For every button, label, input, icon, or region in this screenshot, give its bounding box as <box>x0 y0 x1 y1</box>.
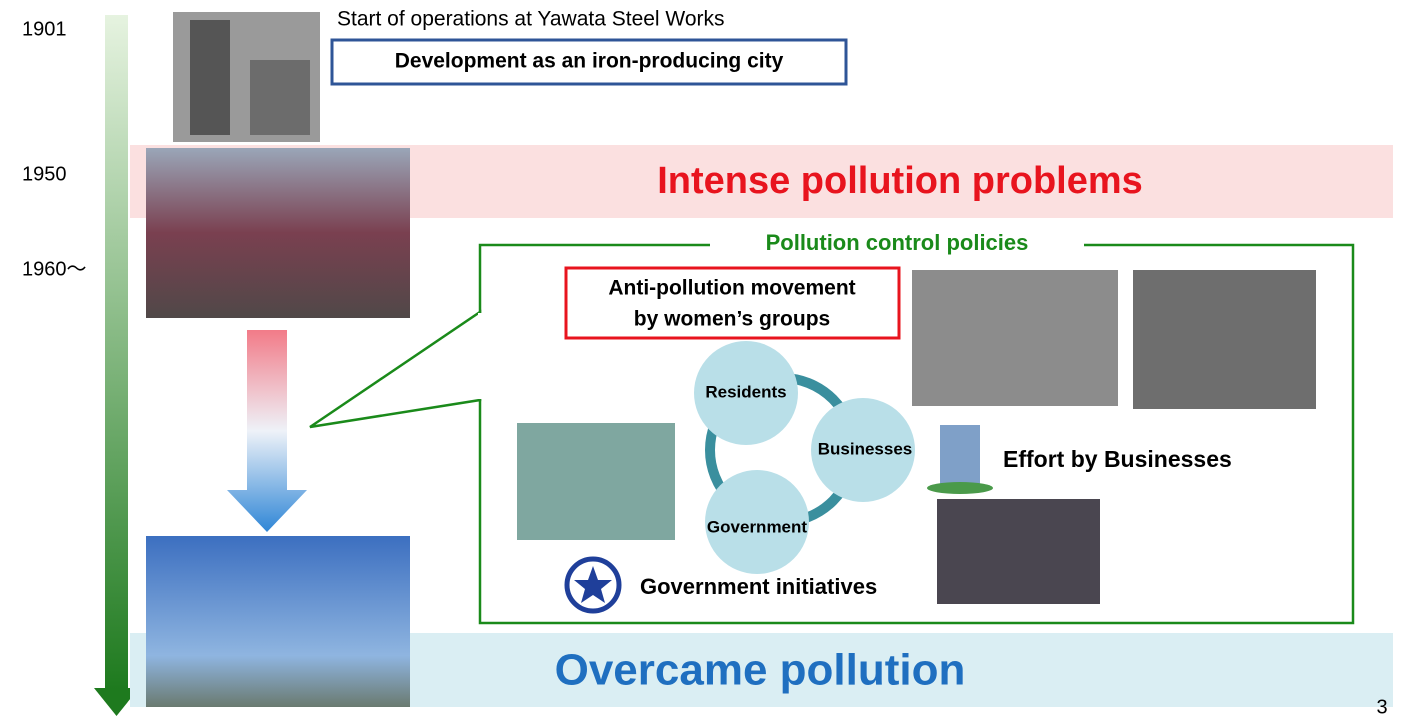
photo-detail <box>190 20 230 135</box>
result-title: Overcame pollution <box>555 646 966 695</box>
building-icon <box>940 425 980 487</box>
year: 1950 <box>22 163 67 185</box>
timeline-bar <box>105 15 128 690</box>
movement-text: by women’s groups <box>634 308 830 331</box>
boxed-text: Development as an iron-producing city <box>395 50 784 73</box>
pollution-title: Intense pollution problems <box>657 160 1143 202</box>
cycle-label: Residents <box>705 382 786 401</box>
transition-arrow <box>227 330 307 532</box>
photo-clean-city <box>146 536 410 707</box>
slide: 1901 1950 1960～ Start of operations at Y… <box>0 0 1402 719</box>
movement-text: Anti-pollution movement <box>608 277 855 300</box>
caption: Start of operations at Yawata Steel Work… <box>337 8 725 31</box>
cycle-label: Businesses <box>818 439 913 458</box>
photo-signing <box>937 499 1100 604</box>
building-base <box>927 482 993 494</box>
business-effort: Effort by Businesses <box>1003 446 1232 472</box>
photo-control-room <box>517 423 675 540</box>
cycle-label: Government <box>707 517 807 536</box>
callout <box>310 312 480 427</box>
photo-women-lab <box>1133 270 1316 409</box>
government-initiatives: Government initiatives <box>640 574 877 599</box>
page-number: 3 <box>1376 696 1387 718</box>
photo-pollution <box>146 148 410 318</box>
policies-title: Pollution control policies <box>766 230 1029 255</box>
photo-women <box>912 270 1118 406</box>
year: 1901 <box>22 18 67 40</box>
year: 1960～ <box>22 258 87 280</box>
photo-detail <box>250 60 310 135</box>
